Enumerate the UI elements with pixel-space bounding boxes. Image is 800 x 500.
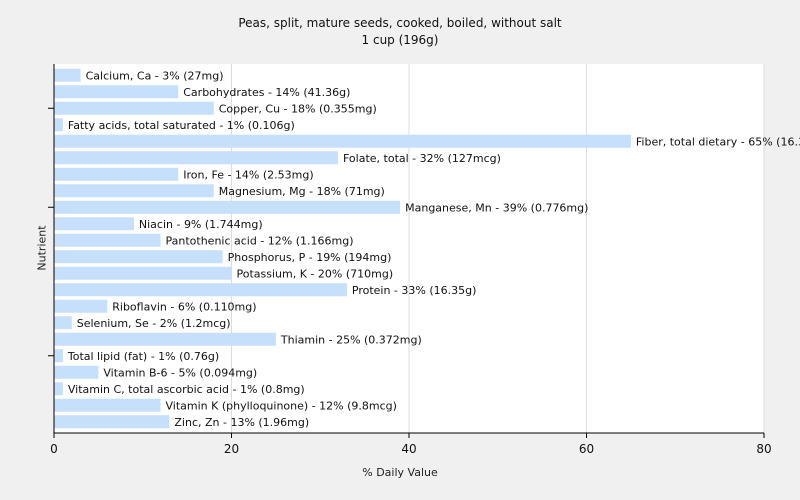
- bar: [54, 349, 63, 363]
- bar-label: Potassium, K - 20% (710mg): [237, 267, 394, 280]
- bar: [54, 118, 63, 132]
- bar-label: Vitamin B-6 - 5% (0.094mg): [103, 366, 257, 379]
- bar: [54, 68, 81, 82]
- bar-label: Folate, total - 32% (127mcg): [343, 152, 501, 165]
- bar-label: Selenium, Se - 2% (1.2mcg): [77, 317, 231, 330]
- bar: [54, 266, 232, 280]
- bar: [54, 217, 134, 231]
- bar: [54, 85, 179, 99]
- bar-label: Copper, Cu - 18% (0.355mg): [219, 102, 377, 115]
- bar: [54, 167, 179, 181]
- bar-label: Fiber, total dietary - 65% (16.3g): [636, 135, 800, 148]
- bar: [54, 332, 276, 346]
- bar-label: Vitamin C, total ascorbic acid - 1% (0.8…: [68, 383, 305, 396]
- bar-label: Niacin - 9% (1.744mg): [139, 218, 263, 231]
- x-tick-label: 0: [50, 442, 58, 456]
- x-tick-label: 20: [224, 442, 239, 456]
- x-tick-label: 40: [401, 442, 416, 456]
- bar-label: Thiamin - 25% (0.372mg): [280, 333, 422, 346]
- chart-title: Peas, split, mature seeds, cooked, boile…: [238, 16, 562, 30]
- bar: [54, 250, 223, 264]
- chart-subtitle: 1 cup (196g): [361, 33, 439, 47]
- bar-label: Vitamin K (phylloquinone) - 12% (9.8mcg): [166, 399, 397, 412]
- bar-label: Carbohydrates - 14% (41.36g): [183, 86, 350, 99]
- bar: [54, 151, 338, 165]
- bar-label: Riboflavin - 6% (0.110mg): [112, 300, 256, 313]
- bar-label: Magnesium, Mg - 18% (71mg): [219, 185, 385, 198]
- bar: [54, 299, 108, 313]
- bar: [54, 382, 63, 396]
- bar-label: Protein - 33% (16.35g): [352, 284, 477, 297]
- bar: [54, 365, 99, 379]
- bar-label: Pantothenic acid - 12% (1.166mg): [166, 234, 354, 247]
- bar: [54, 184, 214, 198]
- bar-label: Fatty acids, total saturated - 1% (0.106…: [68, 119, 295, 132]
- bar: [54, 316, 72, 330]
- bar-label: Calcium, Ca - 3% (27mg): [86, 69, 224, 82]
- bar: [54, 233, 161, 247]
- bar: [54, 398, 161, 412]
- y-axis-label: Nutrient: [35, 225, 49, 271]
- bar-label: Manganese, Mn - 39% (0.776mg): [405, 201, 588, 214]
- bar-label: Total lipid (fat) - 1% (0.76g): [67, 350, 219, 363]
- bar: [54, 283, 347, 297]
- bar-label: Phosphorus, P - 19% (194mg): [228, 251, 392, 264]
- x-tick-label: 80: [756, 442, 771, 456]
- x-axis-label: % Daily Value: [362, 466, 438, 479]
- bar: [54, 415, 170, 429]
- bar: [54, 200, 401, 214]
- x-tick-label: 60: [579, 442, 594, 456]
- bar: [54, 101, 214, 115]
- bar-label: Zinc, Zn - 13% (1.96mg): [174, 416, 309, 429]
- bar-label: Iron, Fe - 14% (2.53mg): [183, 168, 313, 181]
- bar: [54, 134, 631, 148]
